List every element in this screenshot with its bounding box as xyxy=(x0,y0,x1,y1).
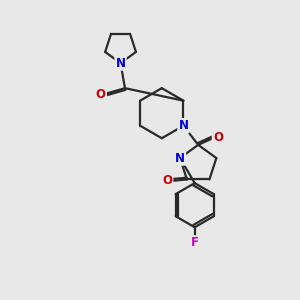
Text: O: O xyxy=(96,88,106,100)
Text: N: N xyxy=(175,152,185,165)
Text: O: O xyxy=(213,131,223,144)
Text: F: F xyxy=(191,236,199,249)
Text: N: N xyxy=(178,119,188,132)
Text: O: O xyxy=(162,174,172,188)
Text: N: N xyxy=(116,57,126,70)
